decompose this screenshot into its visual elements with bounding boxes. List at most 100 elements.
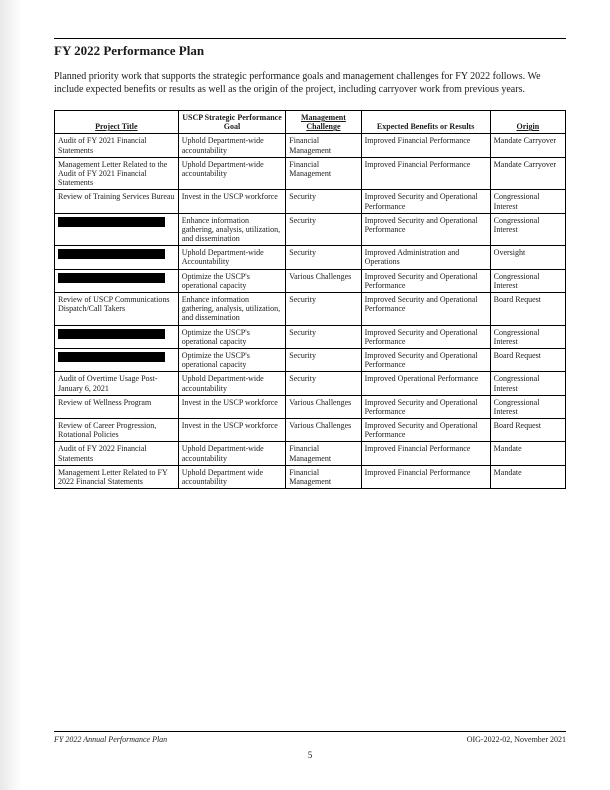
table-row: Audit of FY 2021 Financial StatementsUph… bbox=[55, 134, 566, 157]
table-cell: Improved Operational Performance bbox=[361, 372, 490, 395]
title-rule bbox=[54, 38, 566, 39]
performance-plan-table: Project Title USCP Strategic Performance… bbox=[54, 110, 566, 489]
redaction-bar bbox=[58, 249, 165, 259]
column-header: Project Title bbox=[55, 111, 179, 134]
table-row: Review of Wellness ProgramInvest in the … bbox=[55, 395, 566, 418]
table-cell: Financial Management bbox=[286, 442, 361, 465]
table-cell: Congressional Interest bbox=[490, 213, 565, 246]
table-cell: Optimize the USCP's operational capacity bbox=[178, 348, 286, 371]
footer-rule bbox=[54, 731, 566, 732]
table-cell: Mandate bbox=[490, 465, 565, 488]
column-header: Origin bbox=[490, 111, 565, 134]
table-row: Uphold Department-wide AccountabilitySec… bbox=[55, 246, 566, 269]
table-cell: Improved Security and Operational Perfor… bbox=[361, 293, 490, 326]
table-cell: Security bbox=[286, 190, 361, 213]
redaction-bar bbox=[58, 352, 165, 362]
table-cell: Financial Management bbox=[286, 465, 361, 488]
table-cell bbox=[55, 269, 179, 292]
table-cell: Improved Administration and Operations bbox=[361, 246, 490, 269]
table-cell: Security bbox=[286, 372, 361, 395]
table-cell: Security bbox=[286, 293, 361, 326]
table-cell: Improved Financial Performance bbox=[361, 134, 490, 157]
table-cell: Security bbox=[286, 213, 361, 246]
table-cell: Improved Security and Operational Perfor… bbox=[361, 213, 490, 246]
table-cell: Improved Financial Performance bbox=[361, 465, 490, 488]
table-row: Enhance information gathering, analysis,… bbox=[55, 213, 566, 246]
table-cell: Financial Management bbox=[286, 157, 361, 190]
table-cell: Improved Financial Performance bbox=[361, 442, 490, 465]
table-cell: Various Challenges bbox=[286, 269, 361, 292]
table-cell: Review of USCP Communications Dispatch/C… bbox=[55, 293, 179, 326]
table-cell bbox=[55, 348, 179, 371]
redaction-bar bbox=[58, 329, 165, 339]
column-header: USCP Strategic Performance Goal bbox=[178, 111, 286, 134]
table-cell: Board Request bbox=[490, 419, 565, 442]
table-row: Audit of Overtime Usage Post-January 6, … bbox=[55, 372, 566, 395]
table-cell: Uphold Department-wide accountability bbox=[178, 157, 286, 190]
table-cell: Uphold Department-wide accountability bbox=[178, 372, 286, 395]
redaction-bar bbox=[58, 273, 165, 283]
page-title: FY 2022 Performance Plan bbox=[54, 43, 566, 59]
column-header: Management Challenge bbox=[286, 111, 361, 134]
table-cell: Optimize the USCP's operational capacity bbox=[178, 269, 286, 292]
table-cell: Management Letter Related to FY 2022 Fin… bbox=[55, 465, 179, 488]
table-cell: Various Challenges bbox=[286, 395, 361, 418]
table-cell: Improved Security and Operational Perfor… bbox=[361, 269, 490, 292]
table-row: Optimize the USCP's operational capacity… bbox=[55, 325, 566, 348]
table-cell: Audit of FY 2022 Financial Statements bbox=[55, 442, 179, 465]
table-cell: Improved Security and Operational Perfor… bbox=[361, 348, 490, 371]
page-number: 5 bbox=[54, 750, 566, 760]
table-row: Optimize the USCP's operational capacity… bbox=[55, 269, 566, 292]
table-cell: Oversight bbox=[490, 246, 565, 269]
table-cell: Mandate Carryover bbox=[490, 157, 565, 190]
table-cell: Review of Wellness Program bbox=[55, 395, 179, 418]
table-cell: Security bbox=[286, 246, 361, 269]
table-cell: Uphold Department-wide accountability bbox=[178, 442, 286, 465]
table-cell: Board Request bbox=[490, 348, 565, 371]
table-cell: Improved Security and Operational Perfor… bbox=[361, 325, 490, 348]
table-row: Management Letter Related to FY 2022 Fin… bbox=[55, 465, 566, 488]
table-cell: Security bbox=[286, 325, 361, 348]
table-header-row: Project Title USCP Strategic Performance… bbox=[55, 111, 566, 134]
table-row: Review of USCP Communications Dispatch/C… bbox=[55, 293, 566, 326]
page-footer: FY 2022 Annual Performance Plan OIG-2022… bbox=[54, 731, 566, 760]
table-cell: Management Letter Related to the Audit o… bbox=[55, 157, 179, 190]
table-cell: Congressional Interest bbox=[490, 269, 565, 292]
table-cell: Audit of FY 2021 Financial Statements bbox=[55, 134, 179, 157]
table-row: Review of Career Progression, Rotational… bbox=[55, 419, 566, 442]
table-cell bbox=[55, 246, 179, 269]
table-cell: Board Request bbox=[490, 293, 565, 326]
table-cell: Security bbox=[286, 348, 361, 371]
table-cell: Improved Security and Operational Perfor… bbox=[361, 395, 490, 418]
table-cell: Congressional Interest bbox=[490, 372, 565, 395]
table-cell: Improved Security and Operational Perfor… bbox=[361, 190, 490, 213]
table-cell: Invest in the USCP workforce bbox=[178, 190, 286, 213]
footer-right: OIG-2022-02, November 2021 bbox=[467, 735, 566, 744]
table-cell: Congressional Interest bbox=[490, 395, 565, 418]
redaction-bar bbox=[58, 217, 165, 227]
table-row: Review of Training Services BureauInvest… bbox=[55, 190, 566, 213]
table-cell: Congressional Interest bbox=[490, 325, 565, 348]
table-cell: Uphold Department-wide accountability bbox=[178, 134, 286, 157]
table-row: Management Letter Related to the Audit o… bbox=[55, 157, 566, 190]
table-cell: Uphold Department wide accountability bbox=[178, 465, 286, 488]
table-cell bbox=[55, 213, 179, 246]
table-cell: Enhance information gathering, analysis,… bbox=[178, 293, 286, 326]
table-cell: Mandate Carryover bbox=[490, 134, 565, 157]
table-cell: Review of Career Progression, Rotational… bbox=[55, 419, 179, 442]
table-cell: Financial Management bbox=[286, 134, 361, 157]
footer-left: FY 2022 Annual Performance Plan bbox=[54, 735, 167, 744]
table-cell: Optimize the USCP's operational capacity bbox=[178, 325, 286, 348]
table-cell: Invest in the USCP workforce bbox=[178, 419, 286, 442]
table-cell: Review of Training Services Bureau bbox=[55, 190, 179, 213]
table-row: Audit of FY 2022 Financial StatementsUph… bbox=[55, 442, 566, 465]
table-cell: Enhance information gathering, analysis,… bbox=[178, 213, 286, 246]
table-row: Optimize the USCP's operational capacity… bbox=[55, 348, 566, 371]
table-cell: Congressional Interest bbox=[490, 190, 565, 213]
table-cell: Improved Security and Operational Perfor… bbox=[361, 419, 490, 442]
table-cell: Invest in the USCP workforce bbox=[178, 395, 286, 418]
table-cell: Improved Financial Performance bbox=[361, 157, 490, 190]
table-cell: Audit of Overtime Usage Post-January 6, … bbox=[55, 372, 179, 395]
table-cell: Mandate bbox=[490, 442, 565, 465]
intro-paragraph: Planned priority work that supports the … bbox=[54, 71, 566, 96]
